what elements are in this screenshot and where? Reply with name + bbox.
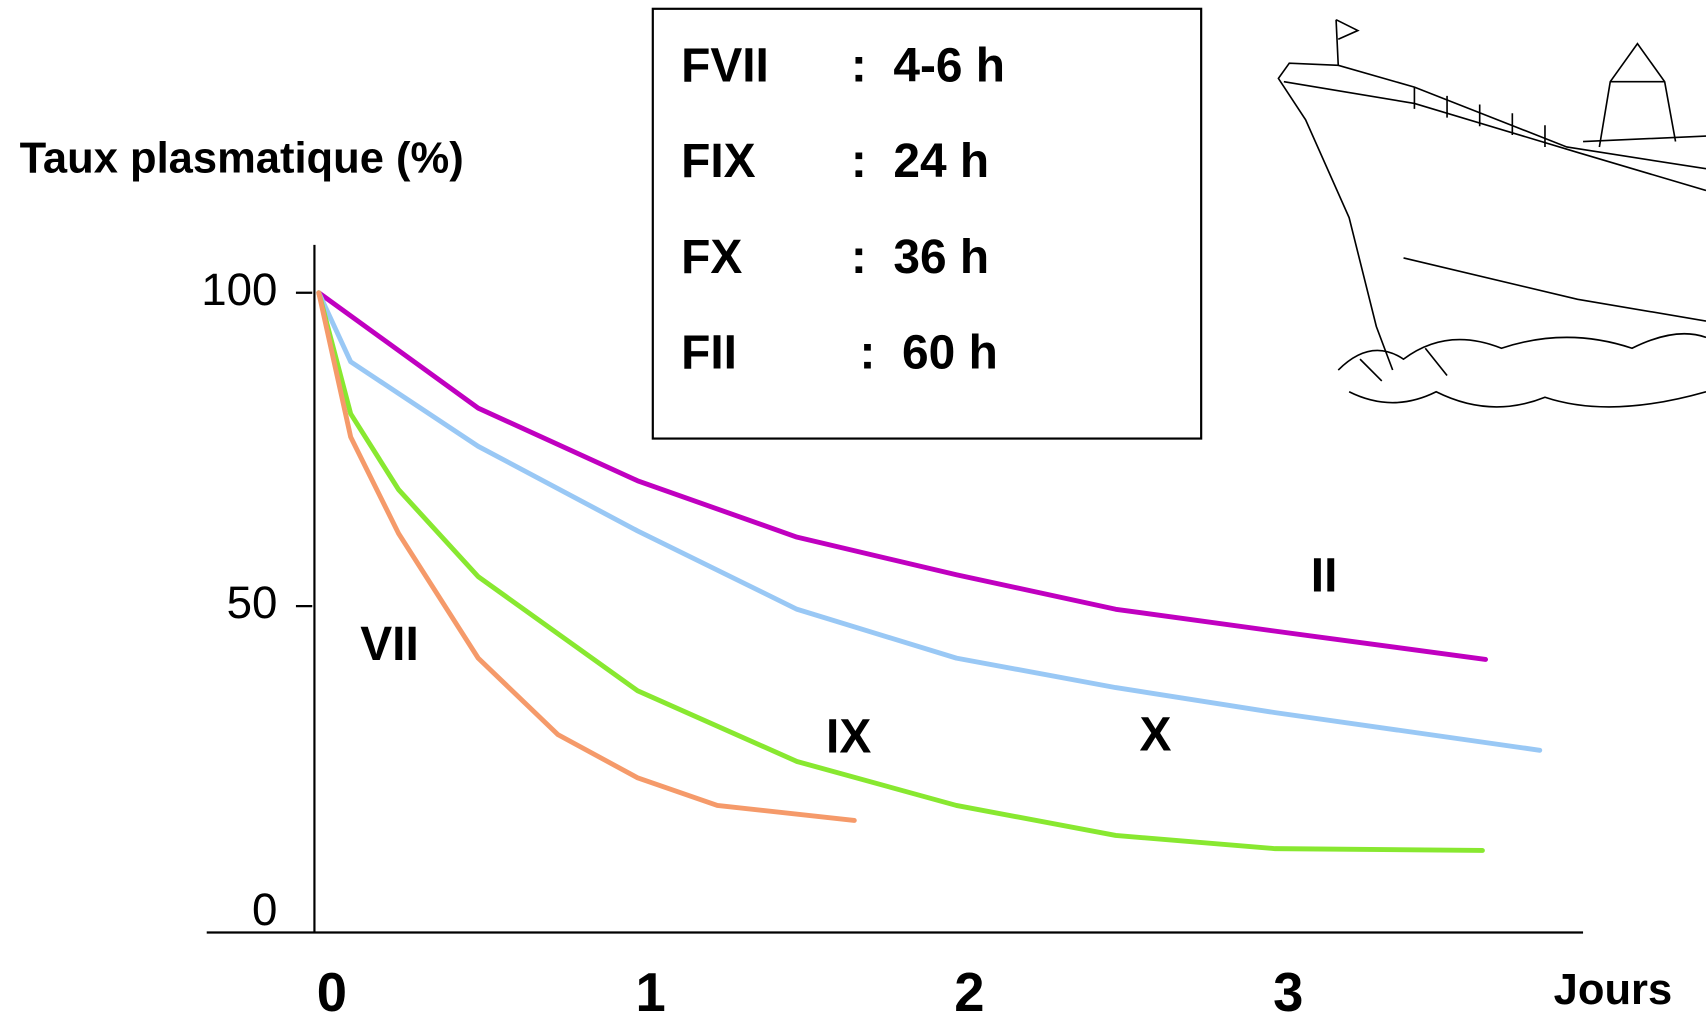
half-life-factor: FII [681, 327, 737, 380]
half-life-factor: FVII [681, 39, 769, 92]
half-life-box [651, 7, 1203, 440]
half-life-factor: FIX [681, 135, 756, 188]
x-tick-label: 2 [954, 962, 984, 1023]
half-life-value: : 60 h [860, 327, 998, 380]
series-label: II [1311, 550, 1338, 603]
series-line [316, 290, 1543, 753]
ship-drawing [1277, 18, 1706, 408]
y-tick-label: 100 [201, 264, 277, 315]
series-label: X [1140, 708, 1172, 761]
half-life-factor: FX [681, 231, 742, 284]
series-line [316, 290, 857, 823]
x-axis-label: Jours [1554, 966, 1673, 1014]
half-life-value: : 36 h [851, 231, 989, 284]
half-life-value: : 24 h [851, 135, 989, 188]
series-line [316, 290, 1485, 853]
x-tick-label: 1 [636, 962, 666, 1023]
series-line [316, 290, 1489, 662]
x-tick-label: 3 [1273, 962, 1303, 1023]
half-life-value: : 4-6 h [851, 39, 1005, 92]
x-tick-label: 0 [317, 962, 347, 1023]
y-axis-label: Taux plasmatique (%) [20, 135, 464, 183]
series-label: VII [360, 618, 419, 671]
y-tick-label: 50 [227, 577, 278, 628]
series-label: IX [826, 711, 871, 764]
y-tick-label: 0 [252, 884, 277, 935]
